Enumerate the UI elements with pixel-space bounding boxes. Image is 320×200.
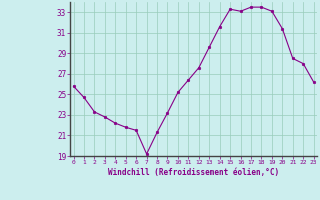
X-axis label: Windchill (Refroidissement éolien,°C): Windchill (Refroidissement éolien,°C) [108,168,279,177]
